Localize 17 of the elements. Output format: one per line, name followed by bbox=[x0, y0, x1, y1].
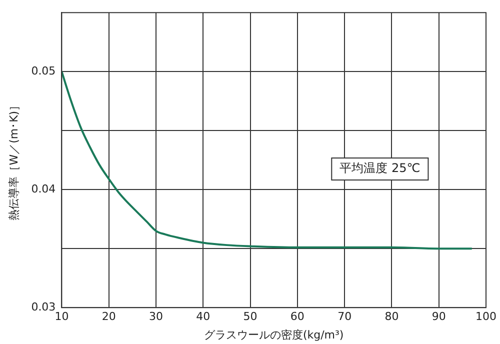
x-tick-label: 30 bbox=[148, 310, 163, 324]
line-series bbox=[62, 70, 473, 250]
y-tick-label: 0.05 bbox=[31, 64, 56, 78]
x-tick-label: 70 bbox=[338, 310, 352, 324]
x-tick-label: 40 bbox=[196, 310, 210, 324]
annotation: 平均温度 25℃ bbox=[340, 161, 420, 176]
x-tick-label: 80 bbox=[384, 310, 399, 324]
x-axis-title: グラスウールの密度(kg/m³) bbox=[204, 328, 344, 342]
y-tick-label: 0.04 bbox=[31, 182, 56, 196]
x-tick-label: 60 bbox=[290, 310, 304, 324]
x-tick-label: 10 bbox=[54, 310, 69, 324]
x-tick-label: 90 bbox=[432, 310, 446, 324]
x-tick-label: 20 bbox=[102, 310, 116, 324]
x-tick-label: 50 bbox=[243, 310, 258, 324]
y-tick-label: 0.03 bbox=[31, 300, 56, 314]
y-axis-title: 熱伝導率［W／(m･K)］ bbox=[7, 100, 20, 220]
x-tick-label: 100 bbox=[476, 310, 496, 324]
